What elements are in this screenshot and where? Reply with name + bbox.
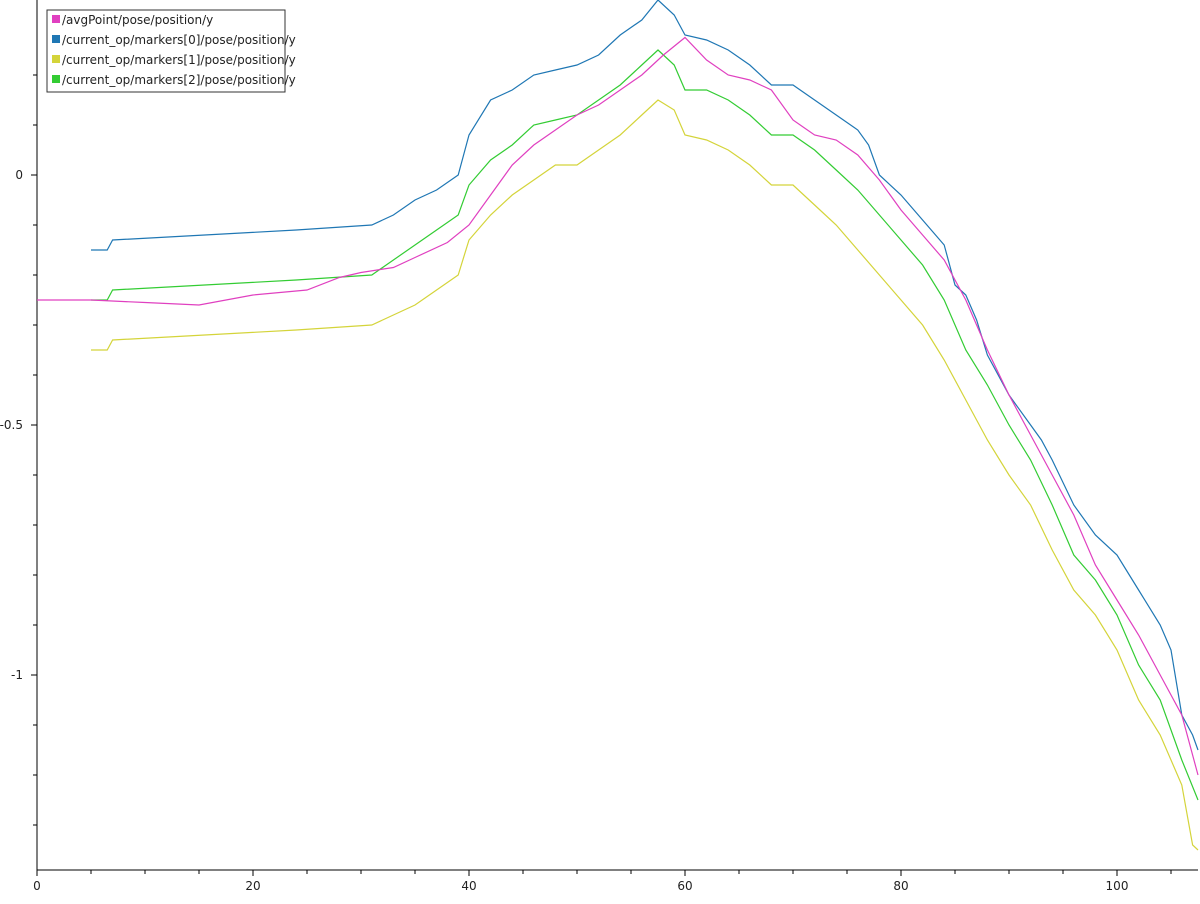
series-line-0 (37, 36, 1199, 776)
legend-label-2: /current_op/markers[1]/pose/position/y (62, 53, 296, 67)
series-line-2 (91, 99, 1199, 851)
legend-label-1: /current_op/markers[0]/pose/position/y (62, 33, 296, 47)
legend-label-3: /current_op/markers[2]/pose/position/y (62, 73, 296, 87)
legend-label-0: /avgPoint/pose/position/y (62, 13, 213, 27)
legend-swatch-1 (52, 35, 60, 43)
legend-items: /avgPoint/pose/position/y/current_op/mar… (52, 13, 296, 87)
x-tick-label: 20 (245, 879, 260, 893)
y-tick-label: -0.5 (0, 418, 23, 432)
legend-swatch-0 (52, 15, 60, 23)
series-line-1 (91, 0, 1199, 751)
x-tick-label: 60 (677, 879, 692, 893)
legend[interactable]: /avgPoint/pose/position/y/current_op/mar… (46, 9, 296, 93)
x-tick-label: 40 (461, 879, 476, 893)
x-tick-label: 0 (33, 879, 41, 893)
legend-swatch-3 (52, 75, 60, 83)
y-tick-label: 0 (15, 168, 23, 182)
series-line-3 (91, 49, 1199, 801)
x-tick-label: 100 (1106, 879, 1129, 893)
legend-swatch-2 (52, 55, 60, 63)
x-axis-ticks: 0 20 40 60 80 100 (33, 870, 1172, 893)
y-axis-ticks: 0 -0.5 -1 (0, 74, 37, 826)
axes (36, 0, 1198, 871)
y-tick-label: -1 (11, 668, 23, 682)
x-tick-label: 80 (893, 879, 908, 893)
legend-box (46, 9, 286, 93)
series-lines (37, 0, 1199, 851)
